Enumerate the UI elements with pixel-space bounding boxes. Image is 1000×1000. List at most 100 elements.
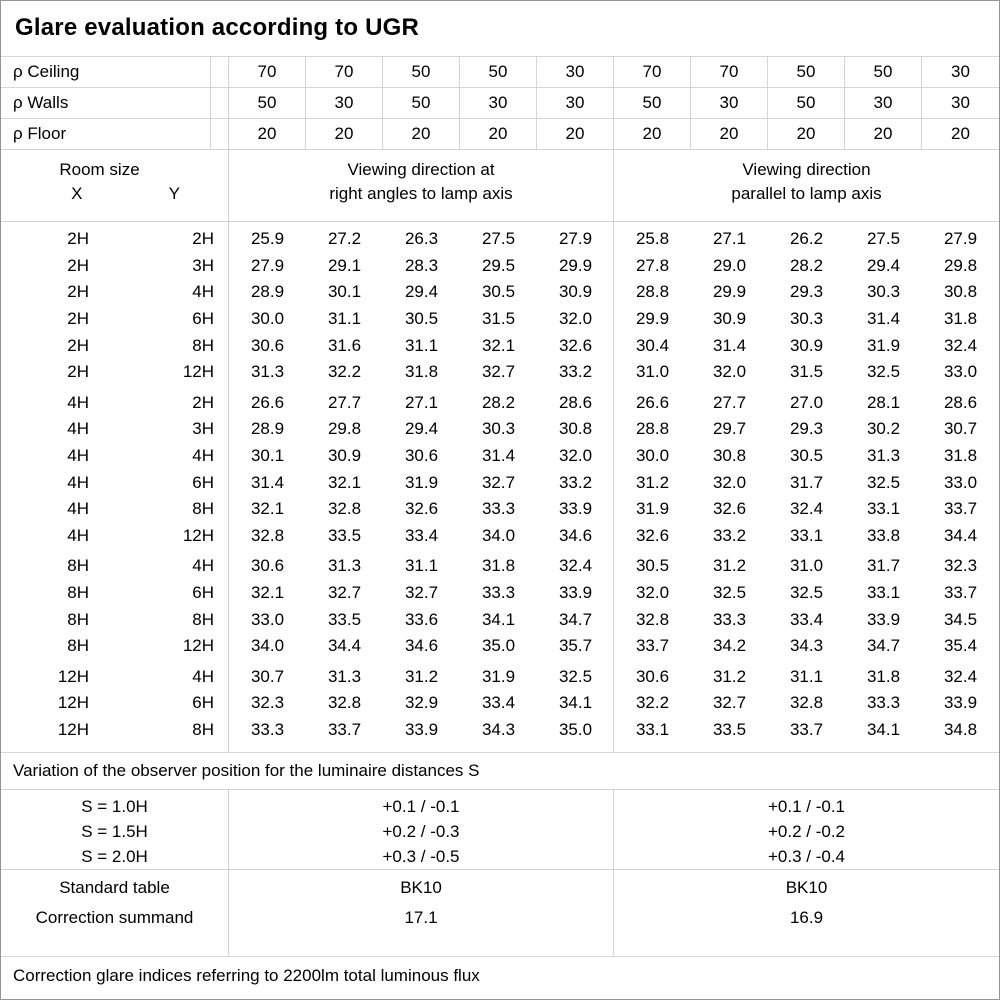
room-size-y: 3H <box>192 419 214 439</box>
ugr-value: 32.8 <box>327 693 362 713</box>
ugr-value: 31.5 <box>481 309 516 329</box>
s-value: +0.3 / -0.5 <box>382 847 460 866</box>
ugr-value: 27.9 <box>250 255 285 275</box>
ugr-value: 27.9 <box>943 229 978 249</box>
ugr-value: 33.3 <box>481 583 516 603</box>
ugr-value: 29.9 <box>635 309 670 329</box>
ugr-value: 31.1 <box>327 309 362 329</box>
ugr-value: 28.2 <box>481 392 516 412</box>
ugr-value: 28.6 <box>943 392 978 412</box>
ugr-table-row: 4H 3H 28.9 29.8 29.4 30.3 30.8 28.8 29.7 29.3 30.2… <box>1 416 999 443</box>
room-size-axis-labels: X Y <box>1 182 228 206</box>
ugr-value: 33.1 <box>635 719 670 739</box>
ugr-value: 33.4 <box>404 525 439 545</box>
room-size-x: 4H <box>67 472 89 492</box>
ugr-value: 30.8 <box>558 419 593 439</box>
ugr-value: 33.4 <box>789 609 824 629</box>
ugr-value: 32.3 <box>943 556 978 576</box>
ugr-value: 32.5 <box>789 583 824 603</box>
ugr-value: 33.7 <box>327 719 362 739</box>
ugr-value: 32.0 <box>712 472 747 492</box>
ugr-value: 32.4 <box>943 335 978 355</box>
ugr-value: 31.7 <box>866 556 901 576</box>
ugr-value: 33.7 <box>943 499 978 519</box>
ugr-value: 32.1 <box>481 335 516 355</box>
ugr-value: 29.4 <box>404 282 439 302</box>
y-axis-label: Y <box>168 184 180 203</box>
ugr-value: 33.3 <box>481 499 516 519</box>
room-size-x: 4H <box>67 525 89 545</box>
ugr-table-row: 4H 8H 32.1 32.8 32.6 33.3 33.9 31.9 32.6 32.4 33.1… <box>1 496 999 523</box>
ugr-value: 32.7 <box>481 362 516 382</box>
ugr-value: 34.2 <box>712 636 747 656</box>
ugr-value: 34.5 <box>943 609 978 629</box>
ugr-value: 35.0 <box>481 636 516 656</box>
ugr-value: 29.3 <box>789 419 824 439</box>
room-size-label: Room size <box>59 160 140 179</box>
ugr-value: 31.3 <box>250 362 285 382</box>
ugr-value: 31.2 <box>712 556 747 576</box>
ugr-table-row: 8H 4H 30.6 31.3 31.1 31.8 32.4 30.5 31.2 31.0 31.7… <box>1 553 999 580</box>
ugr-value: 29.8 <box>327 419 362 439</box>
ugr-value: 31.1 <box>404 556 439 576</box>
room-size-x: 12H <box>57 719 89 739</box>
ugr-value: 27.1 <box>404 392 439 412</box>
ugr-value: 31.7 <box>789 472 824 492</box>
reflectance-value: 30 <box>460 88 537 118</box>
s-variation-values-parallel: +0.1 / -0.1 +0.2 / -0.2 +0.3 / -0.4 <box>614 790 999 869</box>
ugr-value: 29.4 <box>404 419 439 439</box>
ugr-value: 32.1 <box>250 499 285 519</box>
ugr-table-row: 4H 2H 26.6 27.7 27.1 28.2 28.6 26.6 27.7 27.0 28.1… <box>1 390 999 417</box>
ugr-value: 34.3 <box>481 719 516 739</box>
ugr-value: 32.5 <box>866 362 901 382</box>
ugr-value: 30.8 <box>712 446 747 466</box>
room-size-x: 4H <box>67 419 89 439</box>
reflectance-value: 20 <box>691 119 768 149</box>
observer-variation-note: Variation of the observer position for t… <box>1 753 999 790</box>
reflectance-value: 50 <box>768 88 845 118</box>
ugr-value: 30.9 <box>712 309 747 329</box>
ugr-value: 31.8 <box>404 362 439 382</box>
reflectance-value: 50 <box>229 88 306 118</box>
room-size-y: 4H <box>192 446 214 466</box>
ugr-value: 29.9 <box>712 282 747 302</box>
ugr-value: 30.5 <box>635 556 670 576</box>
ugr-value: 33.3 <box>866 693 901 713</box>
ugr-value: 34.0 <box>481 525 516 545</box>
ugr-value: 27.8 <box>635 255 670 275</box>
reflectance-label-ceiling: ρ Ceiling <box>1 57 211 87</box>
ugr-value: 34.6 <box>558 525 593 545</box>
reflectance-value: 20 <box>537 119 614 149</box>
ugr-value: 30.4 <box>635 335 670 355</box>
reflectance-value: 20 <box>383 119 460 149</box>
ugr-value: 30.7 <box>250 666 285 686</box>
ugr-value: 27.2 <box>327 229 362 249</box>
ugr-value: 34.1 <box>481 609 516 629</box>
ugr-value: 29.9 <box>558 255 593 275</box>
ugr-value: 30.2 <box>866 419 901 439</box>
ugr-value: 31.2 <box>404 666 439 686</box>
room-size-y: 12H <box>182 362 214 382</box>
s-value: +0.3 / -0.4 <box>767 847 846 866</box>
ugr-value: 32.9 <box>404 693 439 713</box>
ugr-table-row: 12H 6H 32.3 32.8 32.9 33.4 34.1 32.2 32.7 32.8 33.… <box>1 690 999 717</box>
page-title: Glare evaluation according to UGR <box>1 1 999 57</box>
ugr-value: 30.0 <box>635 446 670 466</box>
ugr-value: 26.2 <box>789 229 824 249</box>
header-line: parallel to lamp axis <box>731 184 882 203</box>
ugr-value: 30.9 <box>327 446 362 466</box>
reflectance-value: 20 <box>845 119 922 149</box>
ugr-value: 32.6 <box>558 335 593 355</box>
reflectance-values-ceiling: 70 70 50 50 30 70 70 50 50 30 <box>229 57 999 87</box>
ugr-value: 34.1 <box>558 693 593 713</box>
ugr-value: 30.6 <box>250 335 285 355</box>
ugr-value: 30.5 <box>404 309 439 329</box>
ugr-value: 31.3 <box>327 666 362 686</box>
room-size-x: 4H <box>67 446 89 466</box>
s-label: S = 2.0H <box>81 847 148 866</box>
ugr-value: 35.7 <box>558 636 593 656</box>
ugr-value: 34.4 <box>327 636 362 656</box>
ugr-value: 32.7 <box>327 583 362 603</box>
column-divider-line <box>228 222 229 752</box>
ugr-value: 32.5 <box>712 583 747 603</box>
